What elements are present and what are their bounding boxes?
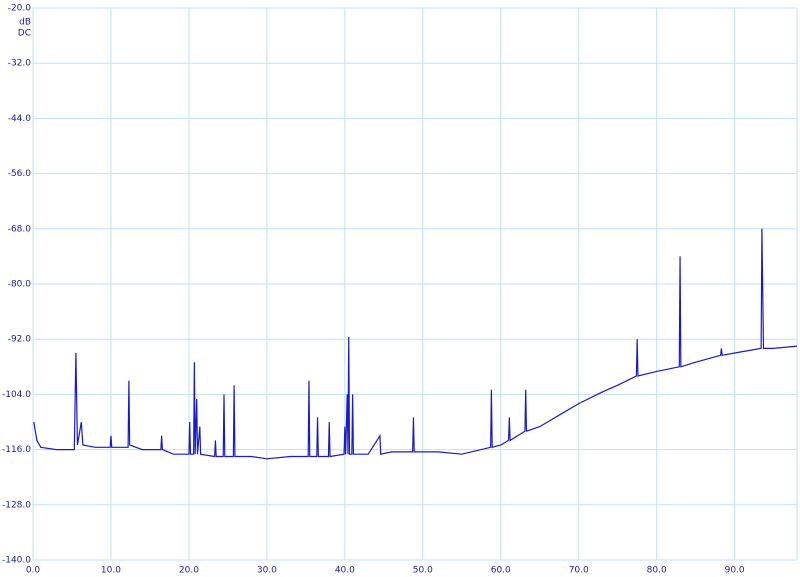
y-tick-label: -32.0 <box>8 59 32 69</box>
y-unit: DC <box>18 29 31 39</box>
x-tick-label: 60.0 <box>491 566 511 576</box>
spectrum-line <box>33 228 798 460</box>
y-tick-label: -116.0 <box>2 445 31 455</box>
x-tick-label: 80.0 <box>647 566 667 576</box>
y-tick-label: -68.0 <box>8 224 32 234</box>
y-tick-label: -128.0 <box>2 500 31 510</box>
x-tick-label: 90.0 <box>725 566 745 576</box>
y-tick-label: -80.0 <box>8 280 32 290</box>
x-tick-label: 70.0 <box>569 566 589 576</box>
x-tick-label: 30.0 <box>257 566 277 576</box>
x-tick-label: 20.0 <box>179 566 199 576</box>
x-tick-label: 10.0 <box>101 566 121 576</box>
x-tick-label: 0.0 <box>26 566 41 576</box>
y-tick-label: -104.0 <box>2 390 31 400</box>
x-tick-label: 50.0 <box>413 566 433 576</box>
y-tick-label: -20.0 <box>8 4 32 14</box>
y-tick-label: -140.0 <box>2 556 31 566</box>
y-tick-label: -92.0 <box>8 335 32 345</box>
plot-frame <box>32 7 798 561</box>
y-tick-label: -44.0 <box>8 114 32 124</box>
y-tick-label: -56.0 <box>8 169 32 179</box>
x-tick-label: 40.0 <box>335 566 355 576</box>
y-unit: dB <box>19 18 31 28</box>
